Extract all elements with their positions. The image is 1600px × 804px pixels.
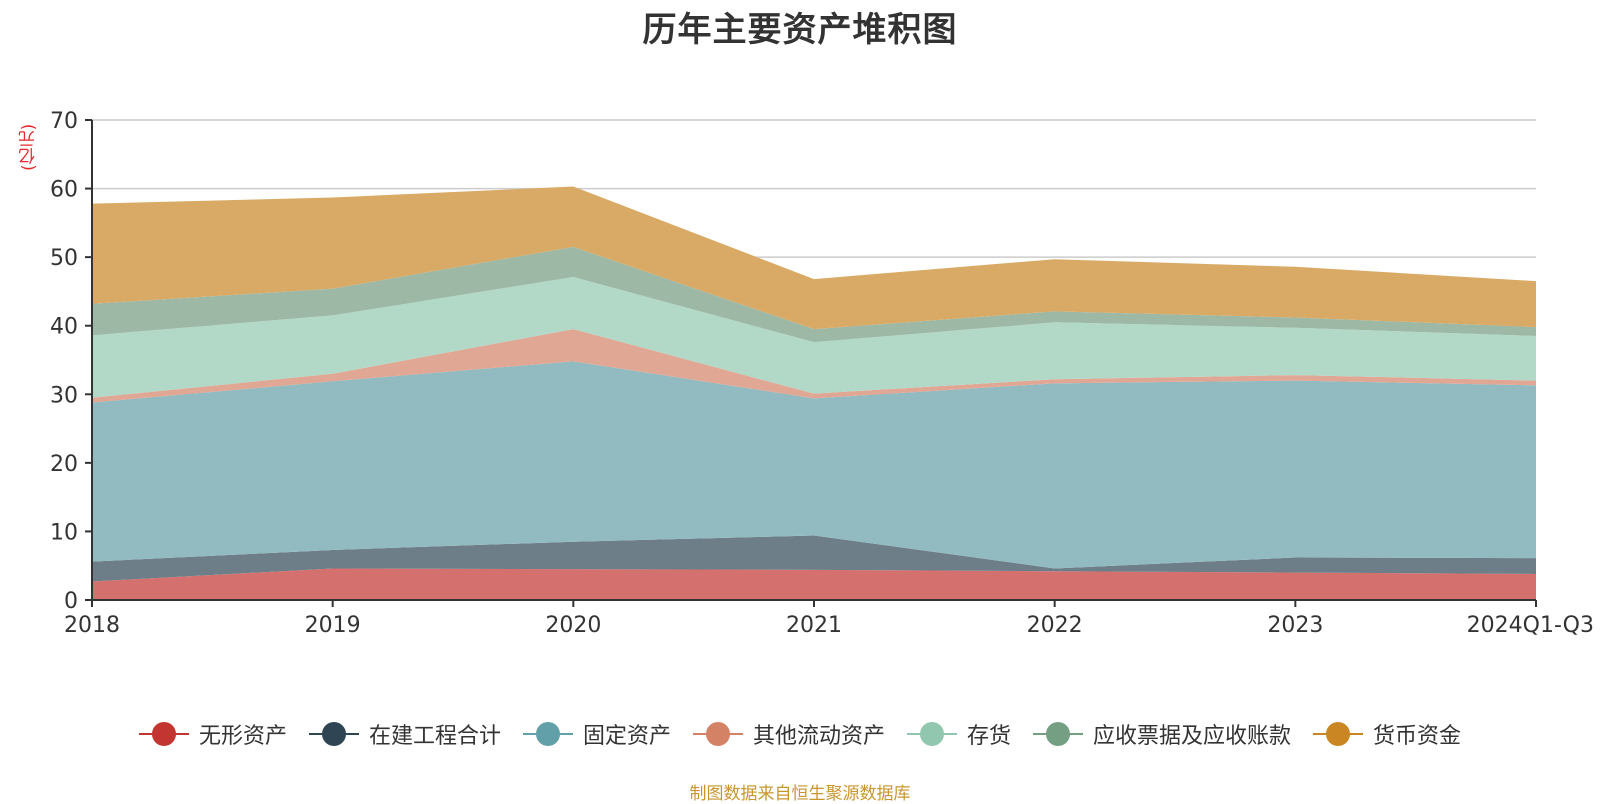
x-tick-label: 2023 [1267, 613, 1323, 638]
x-tick-label: 2022 [1027, 613, 1083, 638]
y-tick-label: 40 [50, 315, 78, 340]
legend-label: 货币资金 [1373, 724, 1462, 749]
x-tick-label: 2021 [786, 613, 842, 638]
chart-title: 历年主要资产堆积图 [642, 10, 958, 50]
area-series-6 [92, 186, 1536, 330]
x-tick-label: 2020 [545, 613, 601, 638]
legend-marker-icon [907, 722, 957, 746]
legend-marker-icon [1033, 722, 1084, 746]
source-note: 制图数据来自恒生聚源数据库 [689, 784, 911, 804]
y-tick-label: 60 [50, 178, 78, 203]
y-tick-label: 70 [50, 109, 78, 134]
legend-marker-icon [522, 722, 573, 746]
legend-marker-icon [692, 722, 743, 746]
legend-item[interactable]: 无形资产 [138, 718, 287, 750]
area-series-5 [92, 246, 1536, 343]
y-tick-label: 30 [50, 383, 78, 408]
x-tick-label: 2018 [64, 613, 120, 638]
x-tick-label: 2019 [305, 613, 361, 638]
legend-item[interactable]: 存货 [907, 718, 1011, 750]
x-tick-label: 2024Q1-Q3 [1467, 613, 1594, 638]
legend-item[interactable]: 应收票据及应收账款 [1033, 718, 1291, 750]
legend-marker-icon [308, 722, 359, 746]
stacked-areas [92, 186, 1536, 600]
y-tick-label: 0 [64, 589, 78, 614]
y-tick-label: 20 [50, 452, 78, 477]
legend-label: 固定资产 [582, 724, 671, 749]
area-series-4 [92, 277, 1536, 398]
axes: 0 10 20 30 40 50 60 70 2018 2019 2020 2021 2022 2023 2… [50, 109, 1594, 638]
legend-item[interactable]: 其他流动资产 [692, 718, 885, 750]
legend-label: 存货 [967, 724, 1012, 749]
legend-label: 在建工程合计 [368, 724, 501, 749]
legend-marker-icon [1313, 722, 1364, 746]
area-series-2 [92, 361, 1536, 569]
y-tick-label: 10 [50, 520, 78, 545]
legend-item[interactable]: 固定资产 [522, 718, 671, 750]
y-tick-label: 50 [50, 246, 78, 271]
legend: 无形资产 在建工程合计 固定资产 其他流动资产 存货 应收票据及应收账款 货币资金 [0, 718, 1600, 750]
legend-item[interactable]: 货币资金 [1313, 718, 1461, 750]
legend-label: 应收票据及应收账款 [1093, 724, 1292, 749]
legend-item[interactable]: 在建工程合计 [308, 718, 501, 750]
legend-marker-icon [138, 722, 189, 746]
area-series-0 [92, 568, 1536, 600]
area-series-3 [92, 329, 1536, 403]
legend-label: 无形资产 [198, 724, 287, 749]
legend-label: 其他流动资产 [752, 724, 885, 749]
area-series-1 [92, 535, 1536, 582]
